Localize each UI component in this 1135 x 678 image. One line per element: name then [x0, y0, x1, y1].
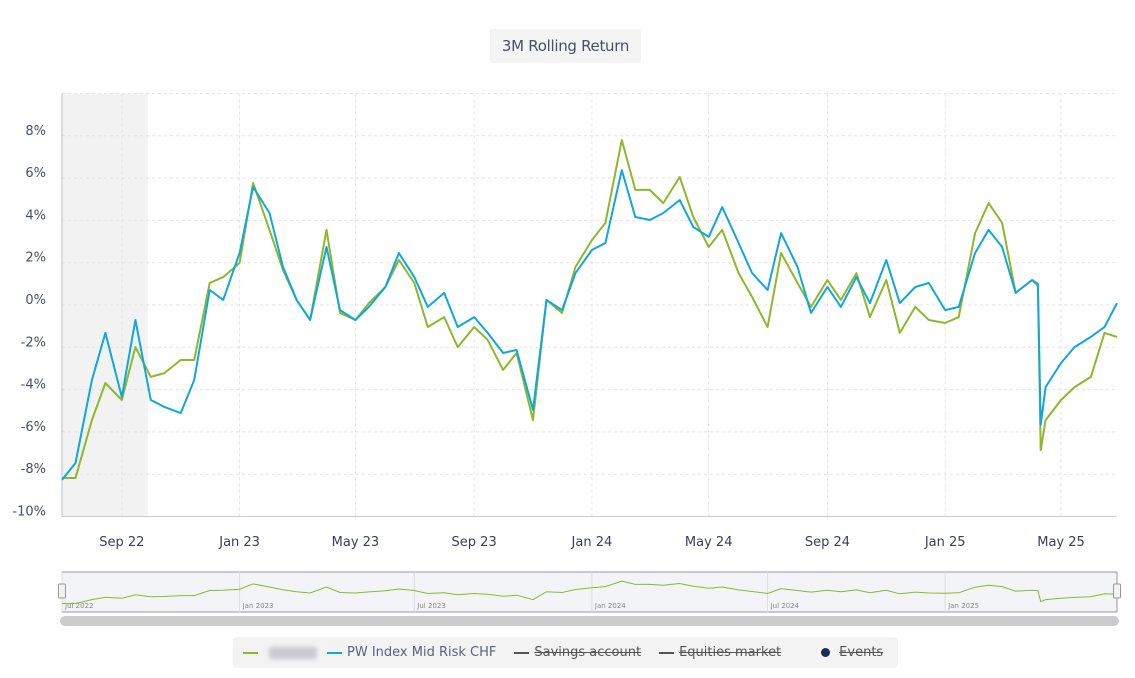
navigator-label: Jan 2024: [594, 602, 626, 610]
navigator-label: Jul 2024: [770, 602, 800, 610]
y-tick-label: 4%: [25, 208, 46, 223]
x-tick-label: Jan 25: [924, 535, 966, 550]
y-tick-label: 6%: [25, 166, 46, 181]
x-tick-label: Jan 23: [218, 535, 260, 550]
navigator-label: Jan 2023: [242, 602, 274, 610]
legend-swatch-savings: [514, 651, 530, 654]
navigator-handle-right[interactable]: [1113, 583, 1121, 599]
legend-label-events: Events: [839, 645, 884, 660]
legend-label-equities: Equities market: [679, 645, 782, 660]
y-tick-label: -10%: [12, 505, 46, 520]
y-tick-label: 2%: [25, 251, 46, 266]
legend-swatch-portfolio: [243, 651, 258, 654]
legend-item-events[interactable]: Events: [821, 645, 883, 660]
legend-label-savings: Savings account: [534, 645, 642, 660]
x-tick-label: May 25: [1037, 535, 1085, 550]
x-tick-label: Sep 23: [452, 535, 497, 550]
chart-title: 3M Rolling Return: [490, 29, 641, 63]
navigator-label: Jul 2023: [416, 602, 446, 610]
x-tick-label: Sep 24: [805, 535, 850, 550]
legend-label-redacted: [269, 646, 317, 659]
legend-item-portfolio[interactable]: [243, 646, 317, 659]
y-tick-label: 0%: [25, 293, 46, 308]
series-line: [62, 139, 1118, 479]
series-portfolio: [61, 139, 1118, 479]
y-tick-label: -2%: [21, 335, 46, 350]
navigator-handle-left[interactable]: [58, 583, 66, 599]
legend-item-pw-index[interactable]: PW Index Mid Risk CHF: [327, 645, 496, 660]
navigator-scrollbar[interactable]: [60, 616, 1119, 626]
navigator-label: Jul 2022: [64, 602, 94, 610]
events-dot-icon: [821, 648, 831, 657]
legend-item-equities[interactable]: Equities market: [659, 645, 781, 660]
x-tick-label: May 23: [332, 535, 380, 550]
legend-swatch-equities: [659, 651, 675, 654]
x-tick-label: Sep 22: [99, 535, 144, 550]
x-tick-label: Jan 24: [571, 535, 613, 550]
series-line: [61, 169, 1118, 481]
y-tick-label: -4%: [21, 378, 46, 393]
legend: PW Index Mid Risk CHF Savings account Eq…: [233, 637, 898, 668]
y-tick-label: -8%: [21, 462, 46, 477]
y-tick-label: 8%: [25, 124, 46, 139]
y-tick-label: -6%: [21, 420, 46, 435]
chart-title-text: 3M Rolling Return: [501, 37, 630, 55]
legend-label-pw-index: PW Index Mid Risk CHF: [347, 645, 497, 660]
navigator-window: [61, 571, 1118, 613]
x-tick-label: May 24: [685, 535, 733, 550]
legend-swatch-pw-index: [327, 651, 342, 654]
navigator-series: [62, 580, 1118, 604]
navigator-label: Jan 2025: [947, 602, 979, 610]
legend-item-savings[interactable]: Savings account: [514, 645, 641, 660]
series-pw-index: [61, 169, 1118, 481]
